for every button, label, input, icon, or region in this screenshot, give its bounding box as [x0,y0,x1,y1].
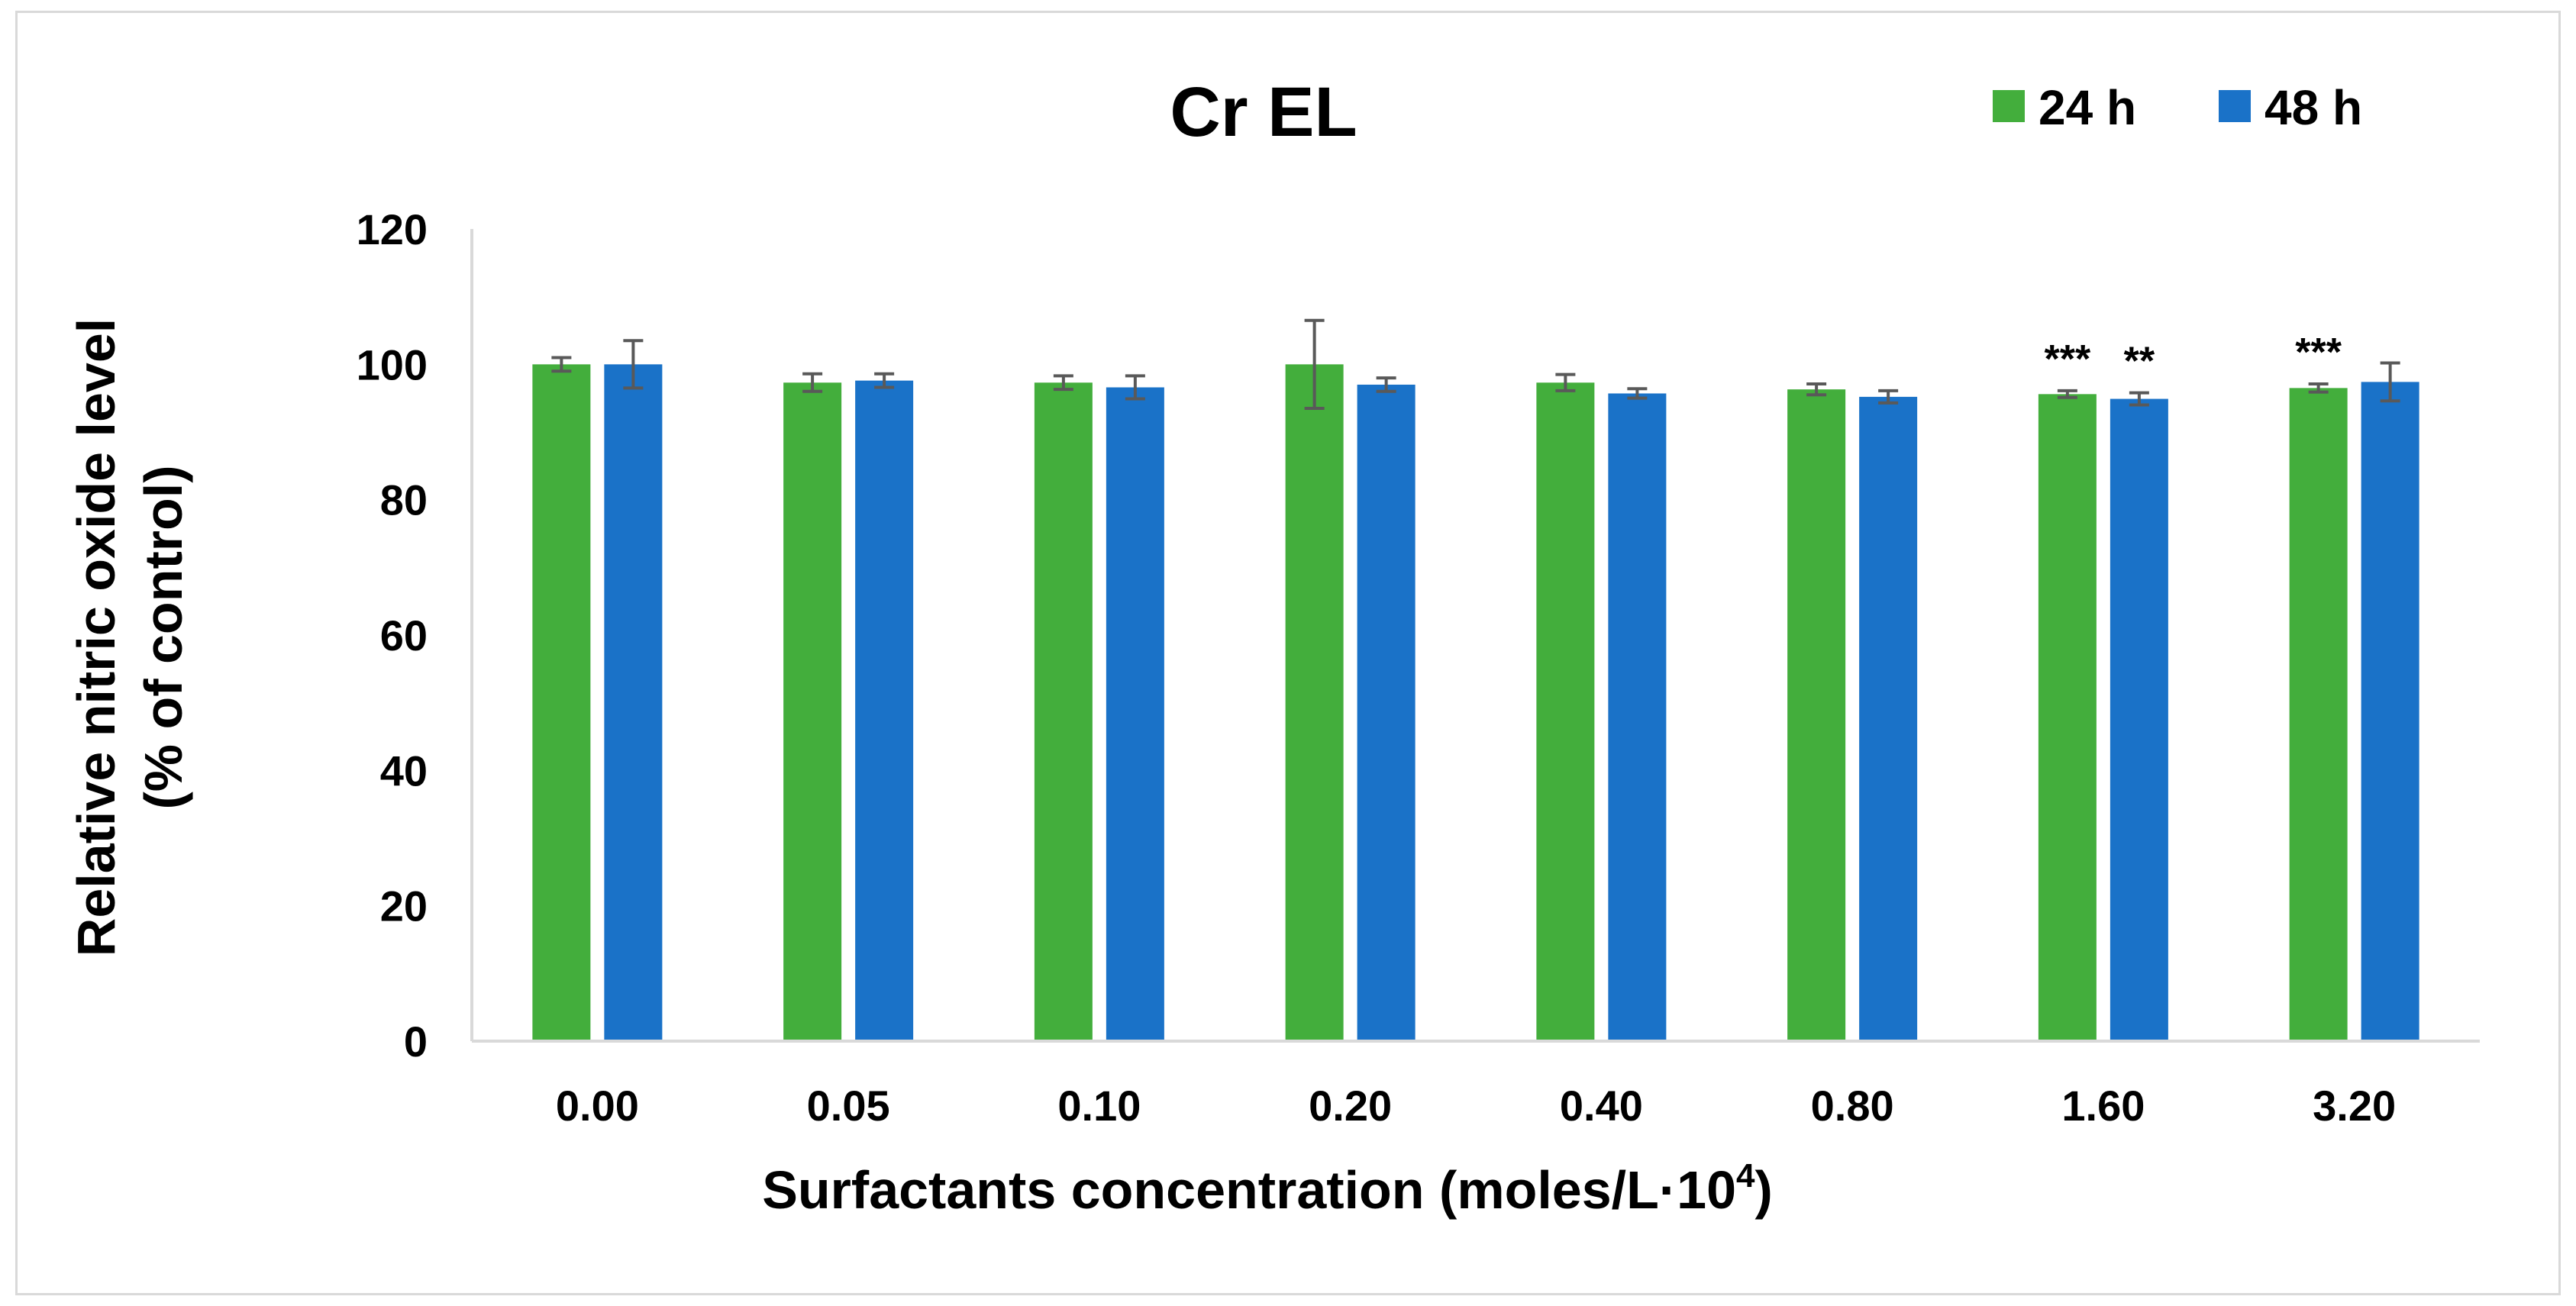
y-axis-label-line1: Relative nitric oxide level [66,318,126,956]
bar-24h-1.60 [2038,394,2097,1041]
error-bars [551,318,2400,410]
significance-marker: ** [2124,340,2155,384]
y-tick-label: 20 [380,882,428,930]
x-axis-ticks: 0.00 0.05 0.10 0.20 0.40 0.80 1.60 3.20 [556,1082,2396,1130]
error-bar [1878,389,1899,405]
error-bar [802,372,823,393]
error-bar [2129,391,2149,407]
error-bar [623,339,644,390]
x-tick-label: 0.80 [1811,1082,1894,1130]
x-tick-label: 0.20 [1309,1082,1392,1130]
error-bar [1555,372,1576,392]
legend-swatch-48h [2219,90,2251,122]
bar-24h-0.80 [1787,389,1846,1041]
x-axis-label-text: Surfactants concentration (moles/L·10 [762,1160,1736,1220]
legend-swatch-24h [1993,90,2025,122]
bar-24h-0.40 [1536,382,1595,1042]
x-tick-label: 0.10 [1057,1082,1141,1130]
legend-label-48h: 48 h [2264,80,2362,135]
error-bar [874,372,895,389]
y-tick-label: 120 [357,205,428,253]
bar-24h-0.10 [1034,382,1093,1042]
error-bar [2308,382,2329,394]
y-tick-label: 0 [404,1017,428,1066]
x-tick-label: 0.00 [556,1082,639,1130]
bar-48h-0.05 [855,380,914,1041]
error-bar [1125,374,1145,401]
error-bar [1376,376,1396,393]
bar-24h-0.00 [532,364,591,1041]
bar-24h-0.20 [1285,364,1344,1041]
x-axis-label-end: ) [1755,1160,1773,1220]
bar-48h-0.10 [1106,387,1164,1042]
significance-marker: *** [2295,331,2342,375]
x-tick-label: 0.05 [807,1082,890,1130]
chart-title: Cr EL [1170,73,1357,151]
bar-48h-1.60 [2110,398,2168,1041]
x-axis-label-superscript: 4 [1736,1157,1755,1195]
bar-48h-0.20 [1357,384,1416,1041]
y-axis-ticks: 0 20 40 60 80 100 120 [357,205,428,1066]
bar-48h-0.80 [1859,396,1918,1041]
error-bar [1627,387,1648,400]
bars [532,364,2419,1042]
legend: 24 h 48 h [1993,80,2362,135]
error-bar [2057,389,2077,399]
x-tick-label: 3.20 [2313,1082,2396,1130]
error-bar [2380,361,2400,403]
bar-48h-3.20 [2361,382,2419,1041]
error-bar [1053,374,1073,392]
error-bar [1806,382,1827,397]
x-tick-label: 0.40 [1560,1082,1643,1130]
bar-48h-0.40 [1608,393,1667,1041]
bar-24h-3.20 [2289,388,2348,1041]
y-tick-label: 40 [380,747,428,795]
bar-24h-0.05 [783,382,842,1042]
bar-48h-0.00 [604,364,663,1041]
significance-markers: *** ** *** [2045,331,2342,384]
x-tick-label: 1.60 [2061,1082,2145,1130]
error-bar [551,356,572,373]
significance-marker: *** [2045,337,2091,382]
y-axis-label-line2: (% of control) [134,465,193,809]
legend-label-24h: 24 h [2039,80,2136,135]
y-tick-label: 100 [357,340,428,389]
y-tick-label: 80 [380,476,428,524]
error-bar [1304,318,1325,410]
x-axis-label: Surfactants concentration (moles/L·104) [762,1157,1773,1220]
y-tick-label: 60 [380,611,428,659]
